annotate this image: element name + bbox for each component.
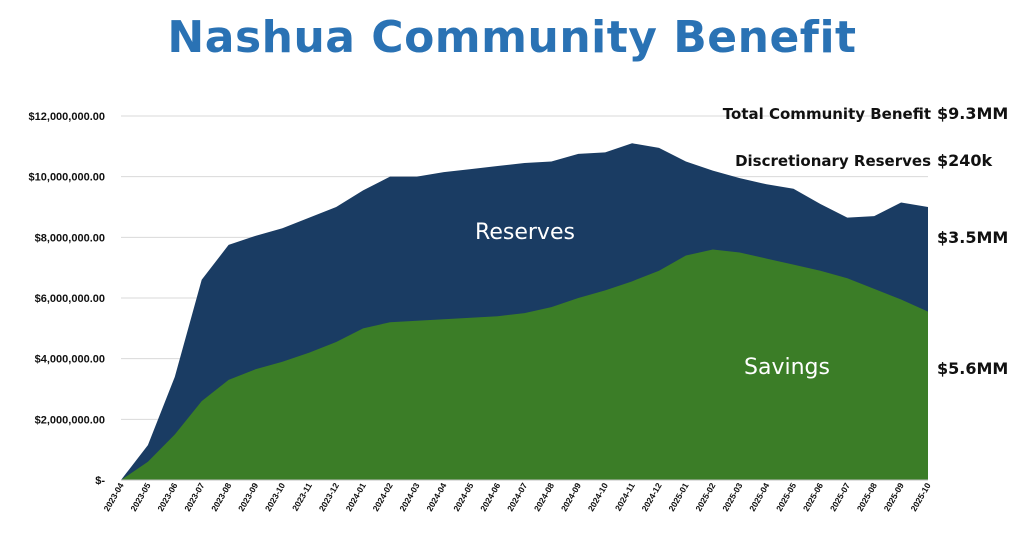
x-tick-label: 2025-09	[882, 481, 906, 513]
y-tick-label: $10,000,000.00	[29, 172, 105, 184]
series-label-savings: Savings	[744, 355, 830, 380]
annotation-discretionary-label: Discretionary Reserves	[735, 152, 931, 170]
x-tick-label: 2025-10	[908, 481, 932, 513]
y-tick-label: $2,000,000.00	[35, 414, 105, 426]
x-tick-label: 2025-06	[801, 481, 825, 513]
annotation-savings-value: $5.6MM	[937, 359, 1008, 378]
annotation-total-label: Total Community Benefit	[723, 105, 931, 123]
x-tick-label: 2023-08	[209, 481, 233, 513]
x-tick-label: 2024-05	[451, 481, 475, 513]
x-tick-label: 2024-04	[424, 481, 448, 513]
x-tick-label: 2023-10	[263, 481, 287, 513]
y-tick-label: $12,000,000.00	[29, 111, 105, 123]
series-label-reserves: Reserves	[475, 220, 575, 245]
annotation-reserves-value: $3.5MM	[937, 228, 1008, 247]
y-axis-ticks: $- $2,000,000.00 $4,000,000.00 $6,000,000.0…	[29, 111, 106, 487]
x-tick-label: 2024-07	[505, 481, 529, 513]
y-tick-label: $4,000,000.00	[35, 354, 105, 366]
x-tick-label: 2024-10	[586, 481, 610, 513]
x-tick-label: 2023-05	[128, 481, 152, 513]
x-tick-label: 2024-03	[397, 481, 421, 513]
y-tick-label: $6,000,000.00	[35, 293, 105, 305]
x-tick-label: 2025-01	[666, 481, 690, 513]
x-tick-label: 2024-11	[613, 481, 637, 513]
x-tick-label: 2023-07	[182, 481, 206, 513]
x-tick-label: 2023-09	[236, 481, 260, 513]
x-tick-label: 2025-05	[774, 481, 798, 513]
annotation-discretionary-value: $240k	[937, 151, 993, 170]
x-tick-label: 2023-04	[101, 481, 125, 513]
x-tick-label: 2025-03	[720, 481, 744, 513]
x-tick-label: 2023-12	[317, 481, 341, 513]
x-tick-label: 2024-09	[559, 481, 583, 513]
x-tick-label: 2025-04	[747, 481, 771, 513]
x-tick-label: 2024-12	[639, 481, 663, 513]
x-tick-label: 2024-02	[370, 481, 394, 513]
x-tick-label: 2023-11	[290, 481, 314, 513]
x-tick-label: 2023-06	[155, 481, 179, 513]
x-tick-label: 2025-08	[855, 481, 879, 513]
x-tick-label: 2024-01	[344, 481, 368, 513]
chart-title: Nashua Community Benefit	[167, 12, 857, 63]
annotation-total-value: $9.3MM	[937, 104, 1008, 123]
savings-area	[121, 249, 928, 480]
y-tick-label: $-	[95, 475, 105, 487]
y-tick-label: $8,000,000.00	[35, 232, 105, 244]
x-tick-label: 2025-07	[828, 481, 852, 513]
x-tick-label: 2025-02	[693, 481, 717, 513]
x-tick-label: 2024-08	[532, 481, 556, 513]
x-axis-ticks: 2023-04 2023-05 2023-06 2023-07 2023-08 2023-…	[101, 481, 932, 513]
x-tick-label: 2024-06	[478, 481, 502, 513]
